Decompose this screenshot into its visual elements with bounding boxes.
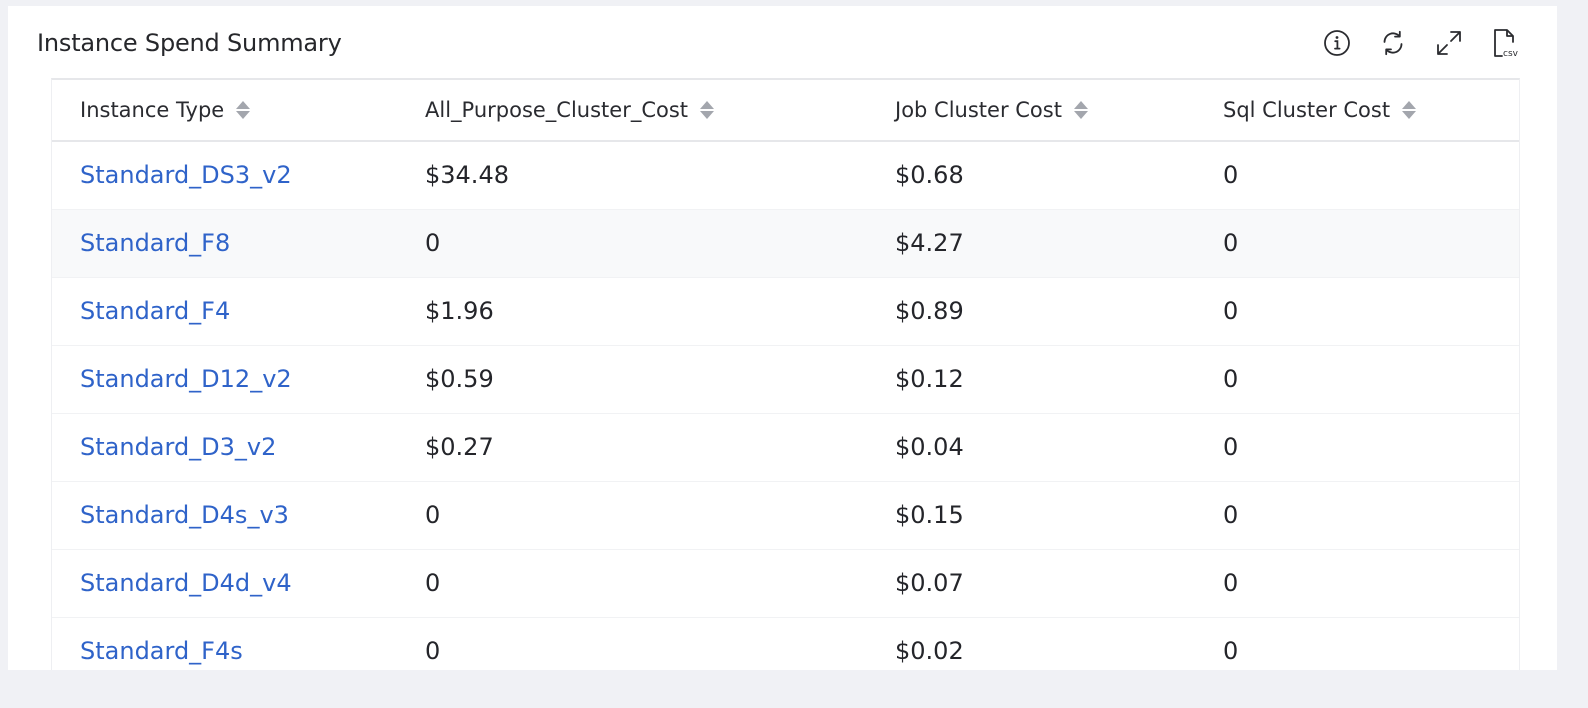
- sql-cost-cell: 0: [1195, 481, 1519, 550]
- instance-type-cell: Standard_F4: [52, 277, 397, 346]
- job-cost-cell: $0.07: [867, 549, 1195, 618]
- table-row: Standard_F4 $1.96 $0.89 0: [52, 277, 1519, 346]
- sql-cost-cell: 0: [1195, 209, 1519, 278]
- job-cost-cell: $0.12: [867, 345, 1195, 414]
- table-row: Standard_D4s_v3 0 $0.15 0: [52, 481, 1519, 550]
- csv-label: csv: [1503, 49, 1519, 59]
- sort-icon[interactable]: [700, 101, 715, 119]
- instance-type-link[interactable]: Standard_F4: [80, 297, 231, 325]
- instance-type-cell: Standard_DS3_v2: [52, 141, 397, 210]
- all-purpose-cost-cell: 0: [397, 209, 867, 278]
- refresh-icon: [1378, 28, 1408, 58]
- instance-type-cell: Standard_D4s_v3: [52, 481, 397, 550]
- column-header-label: Job Cluster Cost: [895, 98, 1062, 122]
- instance-type-link[interactable]: Standard_F8: [80, 229, 231, 257]
- job-cost-cell: $0.15: [867, 481, 1195, 550]
- job-cost-cell: $0.02: [867, 617, 1195, 670]
- refresh-button[interactable]: [1376, 26, 1410, 60]
- all-purpose-cost-cell: 0: [397, 481, 867, 550]
- job-cost-cell: $0.68: [867, 141, 1195, 210]
- table-row: Standard_F8 0 $4.27 0: [52, 209, 1519, 278]
- column-header-job-cluster-cost[interactable]: Job Cluster Cost: [867, 80, 1195, 142]
- table-row: Standard_D12_v2 $0.59 $0.12 0: [52, 345, 1519, 414]
- all-purpose-cost-cell: $0.27: [397, 413, 867, 482]
- sql-cost-cell: 0: [1195, 345, 1519, 414]
- all-purpose-cost-cell: 0: [397, 617, 867, 670]
- expand-icon: [1434, 28, 1464, 58]
- column-header-instance-type[interactable]: Instance Type: [52, 80, 397, 142]
- job-cost-cell: $0.04: [867, 413, 1195, 482]
- info-icon: [1322, 28, 1352, 58]
- instance-type-link[interactable]: Standard_D4s_v3: [80, 501, 289, 529]
- instance-type-cell: Standard_D4d_v4: [52, 549, 397, 618]
- card-title: Instance Spend Summary: [37, 29, 342, 57]
- instance-spend-summary-card: Instance Spend Summary: [8, 6, 1557, 670]
- all-purpose-cost-cell: $0.59: [397, 345, 867, 414]
- instance-type-cell: Standard_D3_v2: [52, 413, 397, 482]
- column-header-label: All_Purpose_Cluster_Cost: [425, 98, 689, 122]
- card-toolbar: csv: [1320, 26, 1522, 60]
- info-button[interactable]: [1320, 26, 1354, 60]
- instance-spend-table: Instance Type All_Purpose_Cluster_Cost J…: [51, 78, 1520, 670]
- table-row: Standard_D3_v2 $0.27 $0.04 0: [52, 413, 1519, 482]
- column-header-sql-cluster-cost[interactable]: Sql Cluster Cost: [1195, 80, 1519, 142]
- instance-type-link[interactable]: Standard_D4d_v4: [80, 569, 292, 597]
- sort-icon[interactable]: [1073, 101, 1088, 119]
- sql-cost-cell: 0: [1195, 277, 1519, 346]
- expand-button[interactable]: [1432, 26, 1466, 60]
- job-cost-cell: $0.89: [867, 277, 1195, 346]
- job-cost-cell: $4.27: [867, 209, 1195, 278]
- all-purpose-cost-cell: $1.96: [397, 277, 867, 346]
- instance-type-link[interactable]: Standard_F4s: [80, 637, 243, 665]
- instance-type-cell: Standard_F4s: [52, 617, 397, 670]
- instance-type-link[interactable]: Standard_DS3_v2: [80, 161, 292, 190]
- column-header-all-purpose-cluster-cost[interactable]: All_Purpose_Cluster_Cost: [397, 80, 867, 142]
- instance-type-cell: Standard_F8: [52, 209, 397, 278]
- all-purpose-cost-cell: 0: [397, 549, 867, 618]
- sql-cost-cell: 0: [1195, 413, 1519, 482]
- sql-cost-cell: 0: [1195, 141, 1519, 210]
- all-purpose-cost-cell: $34.48: [397, 141, 867, 210]
- instance-type-link[interactable]: Standard_D12_v2: [80, 365, 292, 393]
- sql-cost-cell: 0: [1195, 617, 1519, 670]
- instance-type-cell: Standard_D12_v2: [52, 345, 397, 414]
- table-row: Standard_D4d_v4 0 $0.07 0: [52, 549, 1519, 618]
- sort-icon[interactable]: [1402, 101, 1417, 119]
- column-header-label: Instance Type: [80, 98, 225, 122]
- sort-icon[interactable]: [236, 101, 251, 119]
- table-header-row: Instance Type All_Purpose_Cluster_Cost J…: [52, 80, 1519, 142]
- sql-cost-cell: 0: [1195, 549, 1519, 618]
- csv-download-icon: csv: [1490, 27, 1520, 59]
- table-row: Standard_DS3_v2 $34.48 $0.68 0: [52, 141, 1519, 210]
- csv-download-button[interactable]: csv: [1488, 26, 1522, 60]
- column-header-label: Sql Cluster Cost: [1223, 98, 1391, 122]
- table-row: Standard_F4s 0 $0.02 0: [52, 617, 1519, 670]
- instance-type-link[interactable]: Standard_D3_v2: [80, 433, 277, 461]
